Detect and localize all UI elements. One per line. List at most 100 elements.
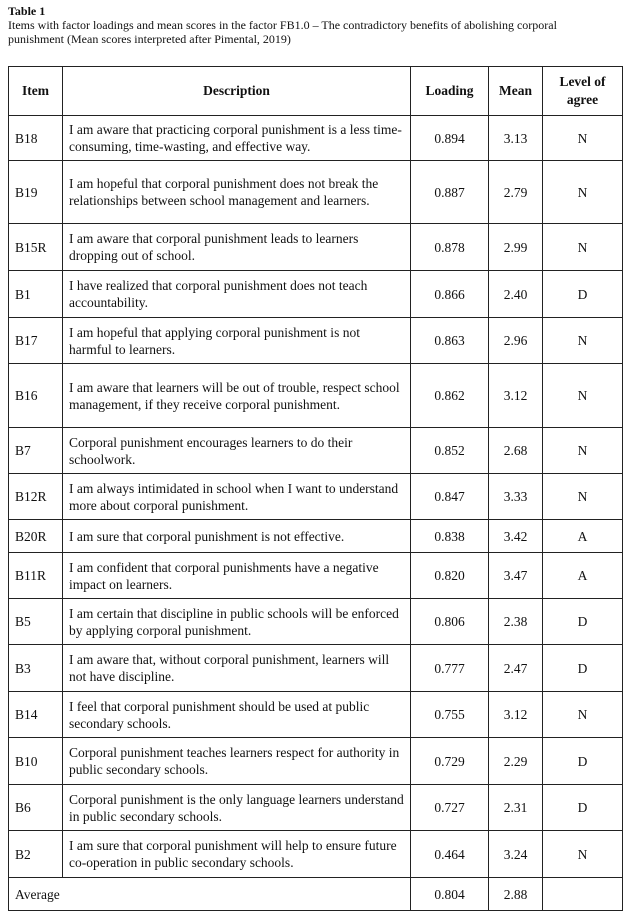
loading-cell: 0.862 <box>410 363 489 428</box>
level-cell: D <box>542 270 623 318</box>
mean-cell: 3.47 <box>488 552 543 599</box>
loading-cell: 0.838 <box>410 519 489 553</box>
description-cell: I am hopeful that corporal punishment do… <box>62 160 411 224</box>
header-cell: Loading <box>410 66 489 116</box>
average-row: Average 0.804 2.88 <box>8 877 623 911</box>
loading-cell: 0.887 <box>410 160 489 224</box>
item-cell: B15R <box>8 223 63 271</box>
loading-cell: 0.852 <box>410 427 489 474</box>
mean-cell: 2.88 <box>488 877 543 911</box>
description-cell: Corporal punishment is the only language… <box>62 784 411 831</box>
item-cell: B7 <box>8 427 63 474</box>
item-cell: B10 <box>8 737 63 785</box>
mean-cell: 3.12 <box>488 691 543 738</box>
level-cell <box>542 877 623 911</box>
table: Item Description Loading Mean Level of agree… <box>8 66 623 911</box>
description-cell: I am sure that corporal punishment is no… <box>62 519 411 553</box>
caption-label: Table 1 <box>8 4 46 18</box>
row: B3 I am aware that, without corporal puni… <box>8 644 623 692</box>
row: B12R I am always intimidated in school wh… <box>8 473 623 520</box>
description-cell: I am hopeful that applying corporal puni… <box>62 317 411 364</box>
description-cell: I am certain that discipline in public s… <box>62 598 411 645</box>
item-cell: B12R <box>8 473 63 520</box>
level-cell: N <box>542 830 623 878</box>
level-cell: A <box>542 519 623 553</box>
row: B6 Corporal punishment is the only langua… <box>8 784 623 831</box>
description-cell: I am confident that corporal punishments… <box>62 552 411 599</box>
row: B10 Corporal punishment teaches learners … <box>8 737 623 785</box>
loading-cell: 0.847 <box>410 473 489 520</box>
mean-cell: 2.68 <box>488 427 543 474</box>
item-cell: B17 <box>8 317 63 364</box>
mean-cell: 2.99 <box>488 223 543 271</box>
level-cell: D <box>542 644 623 692</box>
loading-cell: 0.464 <box>410 830 489 878</box>
description-cell: I am aware that corporal punishment lead… <box>62 223 411 271</box>
item-cell: B16 <box>8 363 63 428</box>
row: B20R I am sure that corporal punishment i… <box>8 519 623 553</box>
caption: Table 1 Items with factor loadings and m… <box>8 4 608 46</box>
item-cell: B2 <box>8 830 63 878</box>
level-cell: N <box>542 691 623 738</box>
loading-cell: 0.866 <box>410 270 489 318</box>
row: B16 I am aware that learners will be out … <box>8 363 623 428</box>
loading-cell: 0.727 <box>410 784 489 831</box>
row: B2 I am sure that corporal punishment wil… <box>8 830 623 878</box>
mean-cell: 3.42 <box>488 519 543 553</box>
description-cell: I feel that corporal punishment should b… <box>62 691 411 738</box>
item-cell: B11R <box>8 552 63 599</box>
average-label: Average <box>8 877 411 911</box>
loading-cell: 0.863 <box>410 317 489 364</box>
header-cell: Level of agree <box>542 66 623 116</box>
level-cell: N <box>542 115 623 161</box>
row: B17 I am hopeful that applying corporal p… <box>8 317 623 364</box>
level-cell: N <box>542 317 623 364</box>
item-cell: B5 <box>8 598 63 645</box>
mean-cell: 2.29 <box>488 737 543 785</box>
header-cell: Description <box>62 66 411 116</box>
item-cell: B19 <box>8 160 63 224</box>
loading-cell: 0.806 <box>410 598 489 645</box>
item-cell: B1 <box>8 270 63 318</box>
mean-cell: 2.31 <box>488 784 543 831</box>
loading-cell: 0.894 <box>410 115 489 161</box>
mean-cell: 3.13 <box>488 115 543 161</box>
row: B14 I feel that corporal punishment shoul… <box>8 691 623 738</box>
loading-cell: 0.729 <box>410 737 489 785</box>
loading-cell: 0.878 <box>410 223 489 271</box>
caption-text: Items with factor loadings and mean scor… <box>8 18 557 46</box>
header-row: Item Description Loading Mean Level of agree <box>8 66 623 116</box>
mean-cell: 3.12 <box>488 363 543 428</box>
row: B18 I am aware that practicing corporal p… <box>8 115 623 161</box>
header-cell: Item <box>8 66 63 116</box>
mean-cell: 2.47 <box>488 644 543 692</box>
level-cell: D <box>542 737 623 785</box>
row: B15R I am aware that corporal punishment … <box>8 223 623 271</box>
description-cell: I am aware that learners will be out of … <box>62 363 411 428</box>
loading-cell: 0.755 <box>410 691 489 738</box>
level-cell: N <box>542 363 623 428</box>
level-cell: D <box>542 784 623 831</box>
item-cell: B18 <box>8 115 63 161</box>
row: B1 I have realized that corporal punishme… <box>8 270 623 318</box>
description-cell: I am always intimidated in school when I… <box>62 473 411 520</box>
loading-cell: 0.804 <box>410 877 489 911</box>
mean-cell: 2.40 <box>488 270 543 318</box>
mean-cell: 2.79 <box>488 160 543 224</box>
item-cell: B3 <box>8 644 63 692</box>
row: B19 I am hopeful that corporal punishment… <box>8 160 623 224</box>
item-cell: B6 <box>8 784 63 831</box>
item-cell: B20R <box>8 519 63 553</box>
mean-cell: 3.24 <box>488 830 543 878</box>
level-cell: D <box>542 598 623 645</box>
level-cell: N <box>542 427 623 474</box>
description-cell: Corporal punishment teaches learners res… <box>62 737 411 785</box>
header-cell: Mean <box>488 66 543 116</box>
row: B11R I am confident that corporal punishm… <box>8 552 623 599</box>
level-cell: A <box>542 552 623 599</box>
loading-cell: 0.777 <box>410 644 489 692</box>
description-cell: Corporal punishment encourages learners … <box>62 427 411 474</box>
item-cell: B14 <box>8 691 63 738</box>
mean-cell: 3.33 <box>488 473 543 520</box>
